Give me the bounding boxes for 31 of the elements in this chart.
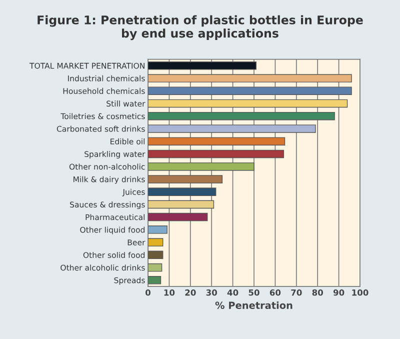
x-tick-label: 30 [206,289,217,296]
bar [148,238,164,246]
x-tick-label: 90 [333,289,344,296]
bar [148,150,284,158]
x-tick-label: 20 [185,289,196,296]
bar [148,62,256,70]
x-tick-label: 100 [352,289,368,296]
bar [148,124,316,133]
bar [148,226,168,234]
bar [148,99,348,108]
bar [148,86,352,96]
bar [148,212,208,222]
bar [148,162,254,171]
bar [148,250,164,260]
bar [148,188,216,196]
x-tick-label: 70 [291,289,302,296]
x-tick-label: 50 [248,289,260,296]
bar [148,137,286,146]
bar [148,175,223,184]
x-tick-label: 10 [164,289,175,296]
bar [148,263,162,272]
bar [148,112,335,120]
bar [148,74,352,82]
x-tick-label: 60 [270,289,281,296]
chart-title: Figure 1: Penetration of plastic bottles in Europe by end use applications [38,15,363,40]
x-tick-label: 40 [227,289,238,296]
x-tick-label: 80 [312,289,323,296]
bar [148,276,162,284]
x-axis-title: % Penetration [215,301,292,309]
bar [148,200,214,209]
x-tick-label: 0 [146,289,150,296]
